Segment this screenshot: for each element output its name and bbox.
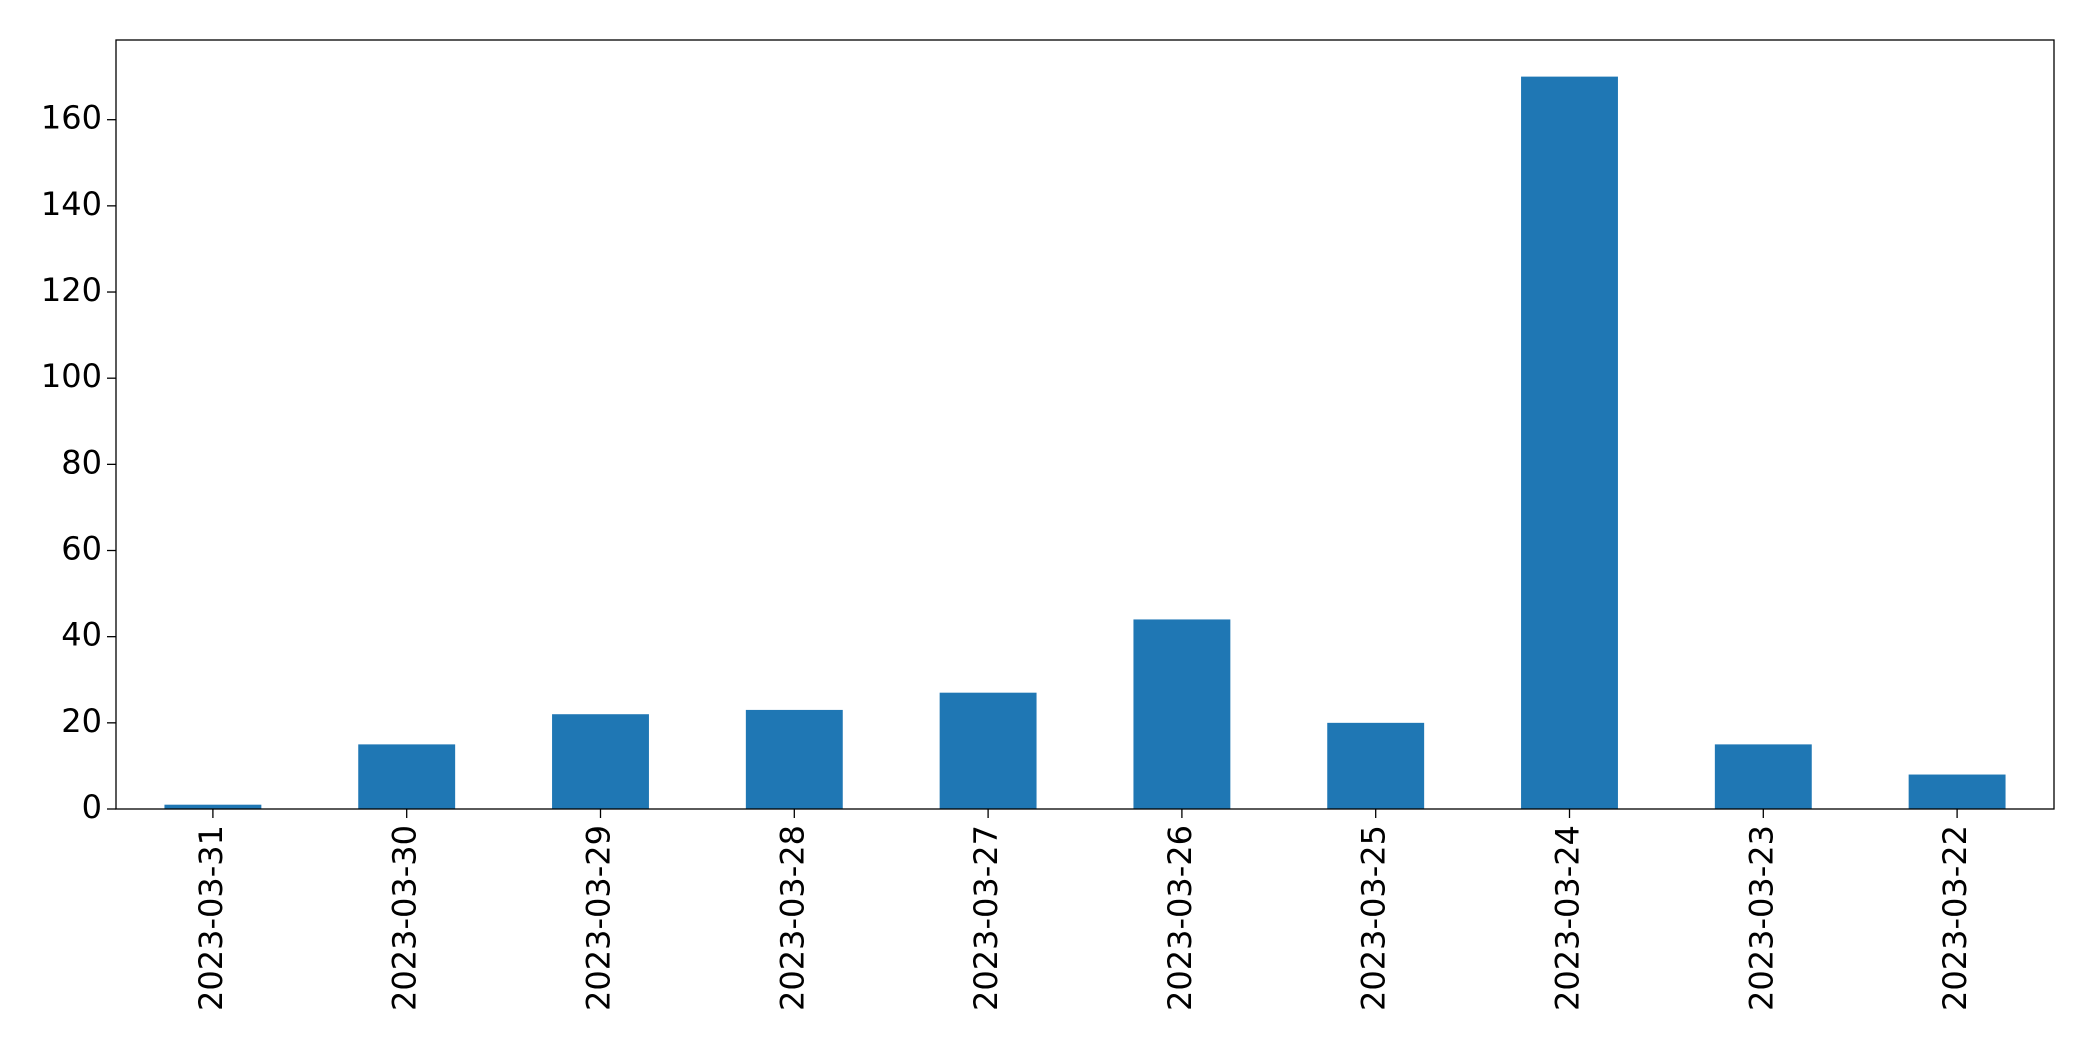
x-tick-label: 2023-03-27 xyxy=(967,825,1005,1011)
bar xyxy=(1133,619,1231,809)
x-tick-label: 2023-03-31 xyxy=(192,825,230,1011)
y-tick-label: 120 xyxy=(41,271,102,309)
bar xyxy=(1327,722,1425,809)
x-tick-label: 2023-03-28 xyxy=(773,825,811,1011)
bar xyxy=(745,709,843,809)
x-tick-label: 2023-03-29 xyxy=(580,825,618,1011)
x-tick-label: 2023-03-24 xyxy=(1549,825,1587,1011)
x-tick-label: 2023-03-23 xyxy=(1742,825,1780,1011)
bar xyxy=(1521,76,1618,810)
y-tick-label: 160 xyxy=(41,99,102,137)
x-tick-label: 2023-03-22 xyxy=(1936,825,1974,1011)
bar xyxy=(164,804,262,809)
y-tick-label: 40 xyxy=(61,616,102,654)
y-tick-label: 100 xyxy=(41,357,102,395)
x-tick-label: 2023-03-25 xyxy=(1355,825,1393,1011)
y-tick-label: 140 xyxy=(41,185,102,223)
x-tick-label: 2023-03-26 xyxy=(1161,825,1199,1011)
y-tick-label: 60 xyxy=(61,530,102,568)
y-tick-label: 80 xyxy=(61,443,102,481)
bar xyxy=(1714,744,1812,809)
x-tick-label: 2023-03-30 xyxy=(386,825,424,1011)
bar xyxy=(358,744,456,809)
bar xyxy=(1908,774,2006,809)
y-tick-label: 20 xyxy=(61,702,102,740)
bar xyxy=(552,714,649,809)
bar xyxy=(939,692,1037,809)
plot-frame xyxy=(115,39,2055,810)
y-tick-label: 0 xyxy=(82,788,102,826)
